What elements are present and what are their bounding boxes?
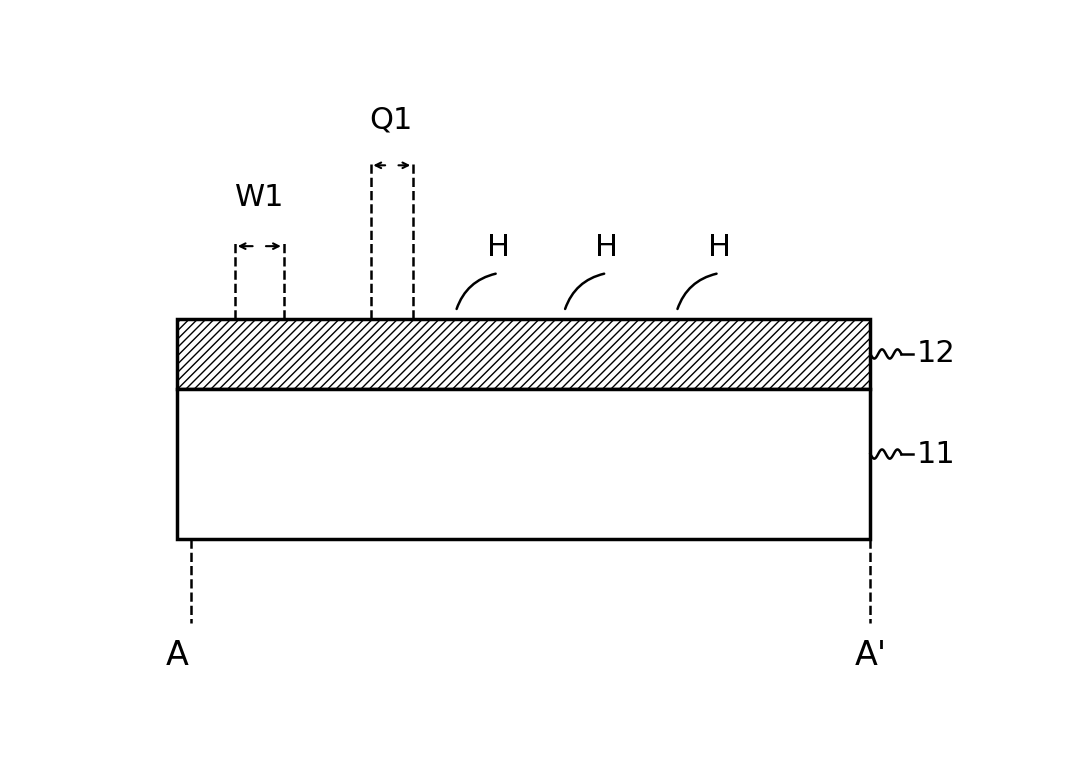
- Text: 11: 11: [916, 439, 956, 468]
- Text: A': A': [854, 639, 886, 672]
- Text: A: A: [165, 639, 188, 672]
- Bar: [177, 319, 870, 389]
- Text: H: H: [596, 233, 618, 262]
- Bar: [177, 389, 870, 539]
- Text: 12: 12: [916, 339, 956, 369]
- Text: W1: W1: [235, 183, 284, 211]
- Text: H: H: [708, 233, 731, 262]
- Text: H: H: [487, 233, 510, 262]
- Text: Q1: Q1: [370, 105, 413, 134]
